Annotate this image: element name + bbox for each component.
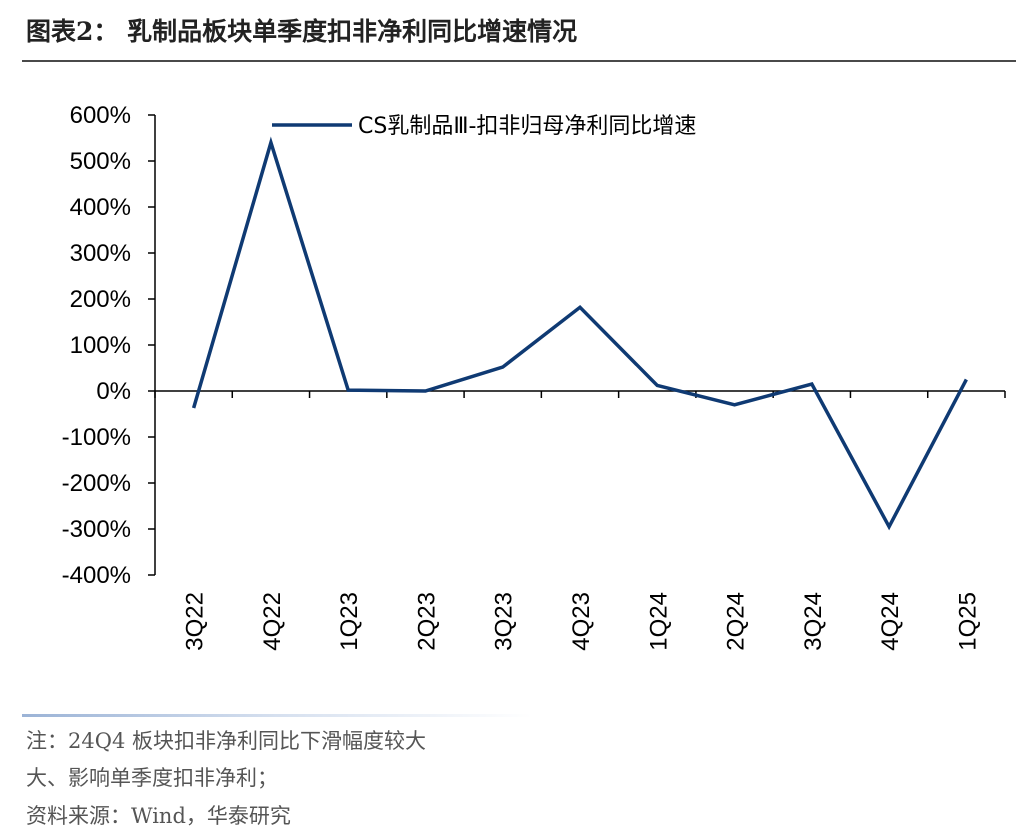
x-tick-label: 2Q24 <box>723 592 750 651</box>
x-tick-label: 1Q24 <box>645 592 672 651</box>
x-tick-label: 4Q24 <box>877 592 904 651</box>
note-line-1: 注：24Q4 板块扣非净利同比下滑幅度较大 <box>26 729 426 753</box>
x-tick-label: 3Q23 <box>491 592 518 651</box>
note-line-2: 大、影响单季度扣非净利； <box>26 766 278 790</box>
x-tick-label: 4Q23 <box>568 592 595 651</box>
x-tick-label: 1Q23 <box>336 592 363 651</box>
x-tick-label: 1Q25 <box>954 592 981 651</box>
y-tick-label: 200% <box>70 286 131 313</box>
x-tick-label: 3Q24 <box>800 592 827 651</box>
y-tick-label: 100% <box>70 332 131 359</box>
y-tick-label: 400% <box>70 194 131 221</box>
y-tick-label: 300% <box>70 240 131 267</box>
series-lines <box>191 136 968 531</box>
y-tick-label: -100% <box>62 424 131 451</box>
y-tick-label: 600% <box>70 102 131 129</box>
x-tick-label: 3Q22 <box>182 592 209 651</box>
source-note: 资料来源：Wind，华泰研究 <box>26 804 291 828</box>
legend: CS乳制品Ⅲ-扣非归母净利同比增速 <box>272 114 696 139</box>
line-chart: -400% -300% -200% -100% 0% 100% 200% 300% 400% 50… <box>62 102 1006 651</box>
y-tick-label: 500% <box>70 148 131 175</box>
y-tick-label: -300% <box>62 516 131 543</box>
x-axis: 3Q22 4Q22 1Q23 2Q23 3Q23 4Q23 1Q24 2Q24 3Q24 4Q24… <box>154 390 1006 651</box>
legend-label: CS乳制品Ⅲ-扣非归母净利同比增速 <box>358 114 696 139</box>
series-line <box>191 136 968 531</box>
x-tick-label: 4Q22 <box>259 592 286 651</box>
chart-title: 图表2： 乳制品板块单季度扣非净利同比增速情况 <box>26 17 578 46</box>
title-divider <box>22 60 1016 62</box>
notes-divider <box>22 714 532 717</box>
y-axis: -400% -300% -200% -100% 0% 100% 200% 300% 400% 50… <box>62 102 156 589</box>
y-tick-label: -200% <box>62 470 131 497</box>
x-tick-label: 2Q23 <box>413 592 440 651</box>
y-tick-label: -400% <box>62 562 131 589</box>
y-tick-label: 0% <box>96 378 131 405</box>
